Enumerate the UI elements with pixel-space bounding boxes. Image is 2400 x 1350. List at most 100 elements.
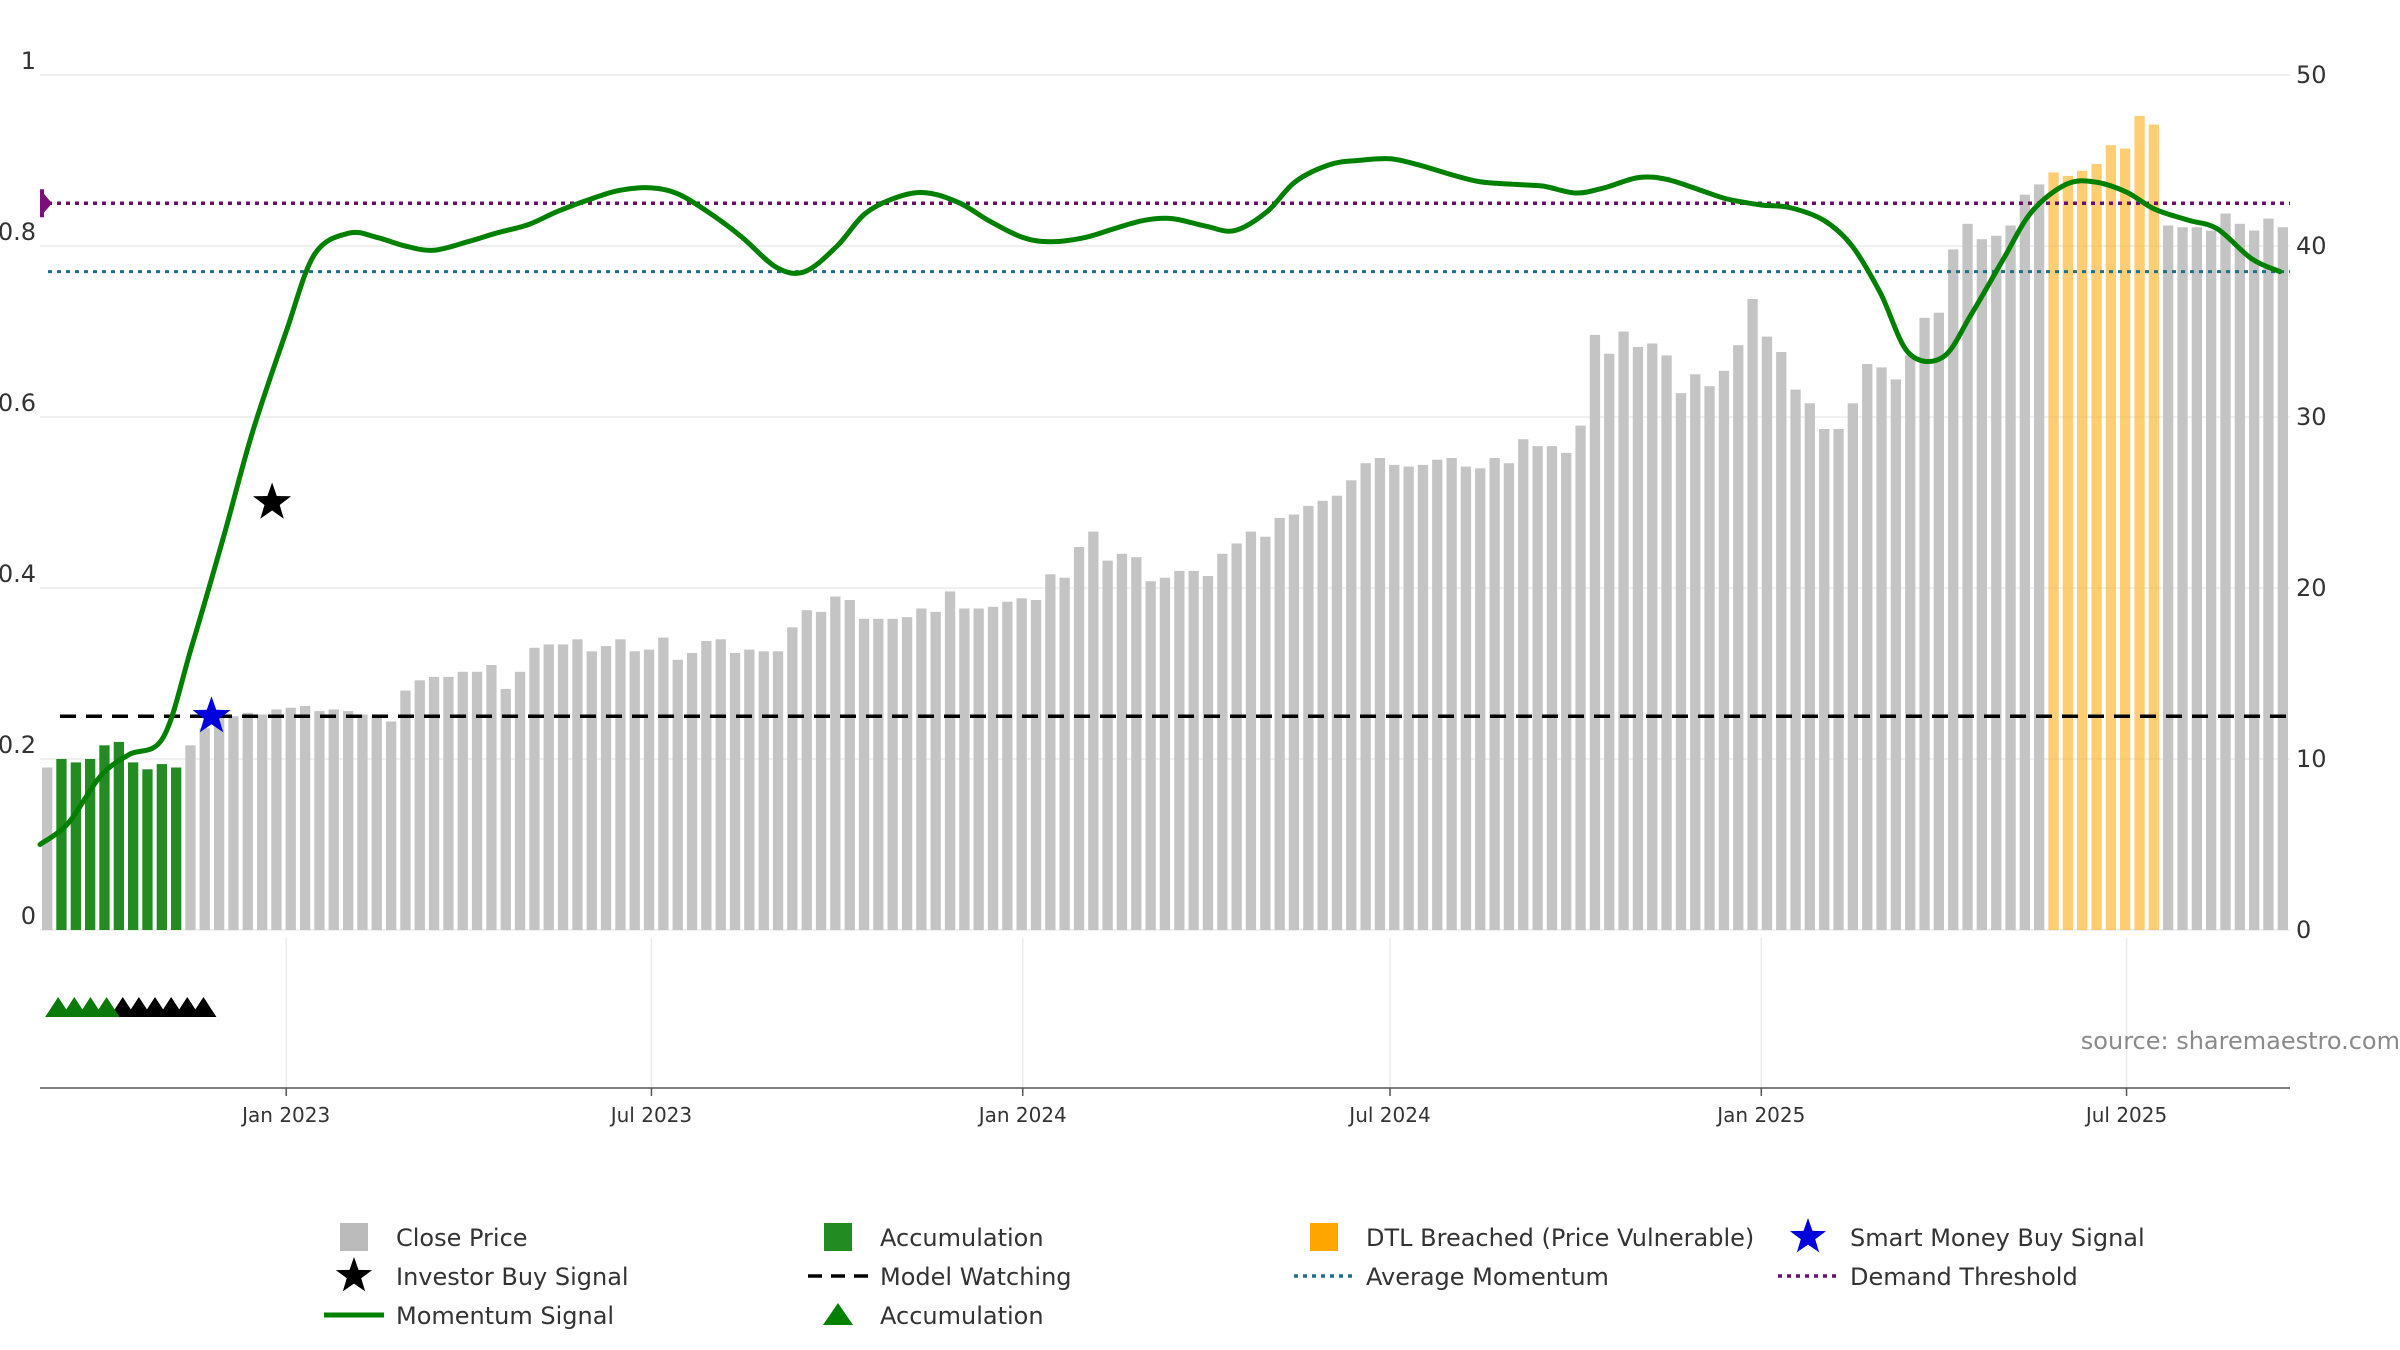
close-price-bar [887, 618, 898, 930]
close-price-bar [1045, 574, 1056, 930]
close-price-bar [1231, 543, 1242, 930]
legend-label: Accumulation [880, 1302, 1044, 1330]
close-price-bar [1905, 355, 1916, 930]
close-price-bar [2091, 163, 2102, 930]
close-price-bar [1933, 312, 1944, 930]
y-left-tick-label: 0.4 [0, 560, 36, 588]
close-price-bar [2206, 230, 2217, 931]
close-price-bar [1962, 223, 1973, 931]
close-price-bar [1976, 239, 1987, 930]
source-note: source: sharemaestro.com [2081, 1027, 2400, 1055]
close-price-bar [1991, 235, 2002, 930]
close-price-bar [1690, 374, 1701, 931]
legend-label: Momentum Signal [396, 1302, 614, 1330]
close-price-bars [42, 116, 2288, 931]
close-price-bar [1546, 446, 1558, 930]
close-price-bar [271, 709, 282, 930]
close-price-bar [1245, 531, 1257, 930]
close-price-bar [1718, 370, 1730, 930]
close-price-bar [658, 637, 669, 930]
close-price-bar [514, 671, 526, 930]
close-price-bar [1016, 598, 1027, 930]
close-price-bar [1159, 577, 1171, 930]
y-right-tick-label: 0 [2296, 916, 2311, 944]
close-price-bar [85, 759, 96, 930]
close-price-bar [1374, 458, 1386, 930]
model-watching-triangle [190, 997, 217, 1017]
close-price-bar [1876, 367, 1887, 930]
close-price-bar [686, 653, 698, 930]
legend-swatch [823, 1303, 853, 1325]
close-price-bar [629, 651, 640, 930]
close-price-bar [2263, 218, 2274, 931]
close-price-bar [930, 611, 941, 930]
legend-label: Accumulation [880, 1224, 1044, 1252]
y-right-tick-label: 50 [2296, 61, 2327, 89]
close-price-bar [1073, 547, 1085, 930]
legend-swatch [1310, 1223, 1338, 1251]
legend-label: Investor Buy Signal [396, 1263, 629, 1291]
close-price-bar [1432, 459, 1443, 930]
close-price-bar [2163, 225, 2174, 930]
close-price-bar [529, 647, 540, 930]
close-price-bar [1761, 336, 1773, 931]
y-left-tick-label: 0.6 [0, 389, 36, 417]
close-price-bar [916, 608, 927, 930]
close-price-bar [1847, 403, 1858, 930]
close-price-bar [1518, 439, 1529, 930]
close-price-bar [844, 600, 855, 930]
x-tick-label: Jan 2025 [1715, 1103, 1805, 1127]
close-price-bar [959, 608, 970, 930]
close-price-bar [1862, 364, 1873, 930]
close-price-bar [1733, 345, 1744, 930]
close-price-bar [987, 606, 999, 930]
y-left-tick-label: 0.8 [0, 218, 36, 246]
x-tick-label: Jul 2023 [609, 1103, 692, 1127]
legend-swatch [1789, 1218, 1827, 1253]
close-price-bar [758, 651, 769, 930]
close-price-bar [815, 611, 827, 930]
close-price-bar [1589, 334, 1601, 930]
x-tick-label: Jan 2024 [977, 1103, 1067, 1127]
close-price-bar [1790, 389, 1801, 931]
close-price-bar [1188, 570, 1199, 930]
x-tick-label: Jul 2025 [2084, 1103, 2167, 1127]
close-price-bar [1833, 429, 1844, 930]
close-price-bar [2034, 184, 2045, 930]
close-price-bar [428, 676, 440, 930]
close-price-bar [1561, 452, 1572, 930]
close-price-bar [1919, 317, 1930, 930]
close-price-bar [1503, 463, 1515, 930]
close-price-bar [772, 651, 784, 930]
close-price-bar [2005, 225, 2016, 930]
close-price-bar [1819, 429, 1830, 930]
close-price-bar [1460, 466, 1472, 930]
close-price-bar [1002, 601, 1013, 930]
close-price-bar [586, 651, 597, 930]
close-price-bar [99, 745, 110, 930]
close-price-bar [944, 591, 956, 930]
close-price-bar [1274, 517, 1285, 930]
close-price-bar [328, 709, 339, 930]
close-price-bar [285, 707, 296, 930]
close-price-bar [2105, 145, 2116, 931]
close-price-bar [1675, 393, 1687, 931]
signal-markers [45, 482, 292, 1017]
close-price-bar [2048, 172, 2059, 930]
investor-buy-star [253, 482, 292, 519]
close-price-bar [1890, 379, 1901, 930]
close-price-bar [400, 690, 411, 930]
close-price-bar [242, 712, 253, 930]
close-price-bar [2062, 175, 2073, 930]
close-price-bar [1331, 495, 1343, 930]
close-price-bar [214, 714, 225, 930]
close-price-bar [1131, 557, 1142, 930]
close-price-bar [414, 680, 425, 930]
close-price-bar [2234, 223, 2245, 931]
accumulation-triangle [93, 997, 120, 1017]
x-tick-label: Jan 2023 [240, 1103, 330, 1127]
close-price-bar [1389, 464, 1400, 930]
close-price-bar [1116, 553, 1128, 930]
close-price-bar [500, 688, 511, 930]
